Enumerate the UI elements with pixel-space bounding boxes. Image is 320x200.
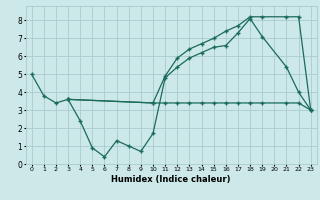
X-axis label: Humidex (Indice chaleur): Humidex (Indice chaleur) xyxy=(111,175,231,184)
